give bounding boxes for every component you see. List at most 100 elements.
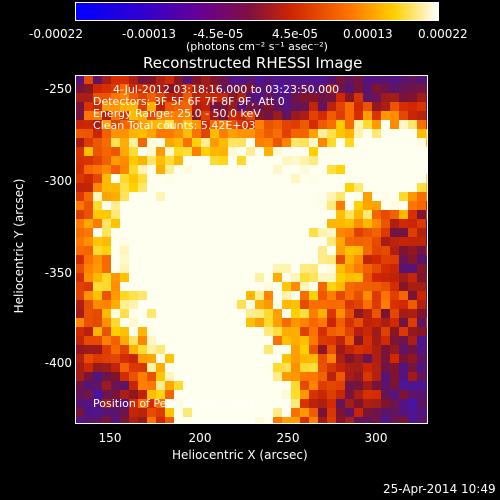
heatmap-pixel [354, 228, 363, 237]
heatmap-pixel [372, 291, 381, 300]
heatmap-pixel [147, 129, 156, 138]
heatmap-pixel [417, 192, 426, 201]
heatmap-pixel [255, 327, 264, 336]
heatmap-pixel [399, 390, 408, 399]
heatmap-pixel [174, 138, 183, 147]
heatmap-pixel [192, 327, 201, 336]
heatmap-pixel [336, 129, 345, 138]
heatmap-pixel [354, 264, 363, 273]
heatmap-pixel [264, 408, 273, 417]
heatmap-pixel [246, 345, 255, 354]
heatmap-pixel [363, 147, 372, 156]
heatmap-pixel [192, 246, 201, 255]
heatmap-pixel [84, 246, 93, 255]
heatmap-pixel [372, 93, 381, 102]
heatmap-pixel [336, 120, 345, 129]
heatmap-pixel [219, 309, 228, 318]
heatmap-pixel [147, 111, 156, 120]
heatmap-pixel [345, 291, 354, 300]
heatmap-pixel [390, 147, 399, 156]
heatmap-pixel [138, 174, 147, 183]
heatmap-pixel [372, 363, 381, 372]
heatmap-pixel [264, 147, 273, 156]
heatmap-pixel [138, 372, 147, 381]
heatmap-pixel [345, 237, 354, 246]
heatmap-pixel [345, 228, 354, 237]
heatmap-pixel [264, 138, 273, 147]
heatmap-pixel [183, 192, 192, 201]
heatmap-pixel [336, 363, 345, 372]
heatmap-pixel [363, 417, 372, 426]
heatmap-pixel [408, 318, 417, 327]
heatmap-pixel [363, 399, 372, 408]
heatmap-pixel [165, 237, 174, 246]
heatmap-pixel [111, 336, 120, 345]
heatmap-pixel [219, 318, 228, 327]
heatmap-pixel [399, 228, 408, 237]
heatmap-pixel [291, 84, 300, 93]
heatmap-pixel [264, 84, 273, 93]
heatmap-pixel [408, 327, 417, 336]
heatmap-pixel [129, 300, 138, 309]
heatmap-pixel [102, 174, 111, 183]
heatmap-pixel [129, 237, 138, 246]
heatmap-pixel [408, 309, 417, 318]
heatmap-pixel [210, 147, 219, 156]
heatmap-pixel [147, 390, 156, 399]
heatmap-pixel [156, 354, 165, 363]
heatmap-pixel [309, 237, 318, 246]
heatmap-pixel [246, 408, 255, 417]
heatmap-pixel [129, 102, 138, 111]
heatmap-pixel [102, 120, 111, 129]
heatmap-pixel [417, 282, 426, 291]
heatmap-pixel [282, 246, 291, 255]
heatmap-pixel [282, 228, 291, 237]
heatmap-pixel [381, 138, 390, 147]
heatmap-pixel [102, 327, 111, 336]
heatmap-pixel [381, 75, 390, 84]
heatmap-pixel [111, 156, 120, 165]
heatmap-pixel [111, 291, 120, 300]
heatmap-pixel [156, 291, 165, 300]
heatmap-pixel [237, 309, 246, 318]
heatmap-pixel [363, 174, 372, 183]
heatmap-pixel [417, 327, 426, 336]
heatmap-pixel [399, 354, 408, 363]
heatmap-pixel [138, 363, 147, 372]
heatmap-pixel [237, 174, 246, 183]
heatmap-pixel [75, 300, 84, 309]
method-counts-text: Clean Total counts: 5.42E+03 [93, 119, 256, 132]
heatmap-pixel [309, 120, 318, 129]
heatmap-pixel [192, 372, 201, 381]
heatmap-pixel [318, 192, 327, 201]
heatmap-pixel [228, 210, 237, 219]
heatmap-pixel [309, 228, 318, 237]
heatmap-pixel [336, 192, 345, 201]
heatmap-pixel [273, 93, 282, 102]
heatmap-pixel [264, 129, 273, 138]
heatmap-pixel [291, 219, 300, 228]
heatmap-pixel [183, 318, 192, 327]
heatmap-pixel [102, 93, 111, 102]
heatmap-pixel [228, 417, 237, 426]
heatmap-pixel [129, 138, 138, 147]
heatmap-pixel [282, 345, 291, 354]
heatmap-pixel [255, 255, 264, 264]
heatmap-pixel [75, 264, 84, 273]
heatmap-pixel [354, 84, 363, 93]
heatmap-pixel [273, 336, 282, 345]
heatmap-pixel [75, 336, 84, 345]
heatmap-pixel [228, 408, 237, 417]
heatmap-pixel [327, 75, 336, 84]
heatmap-pixel [300, 318, 309, 327]
heatmap-pixel [417, 264, 426, 273]
heatmap-pixel [390, 318, 399, 327]
heatmap-pixel [237, 219, 246, 228]
heatmap-pixel [372, 219, 381, 228]
heatmap-pixel [120, 408, 129, 417]
heatmap-pixel [309, 264, 318, 273]
heatmap-pixel [111, 264, 120, 273]
heatmap-pixel [183, 183, 192, 192]
heatmap-pixel [84, 408, 93, 417]
heatmap-pixel [237, 300, 246, 309]
